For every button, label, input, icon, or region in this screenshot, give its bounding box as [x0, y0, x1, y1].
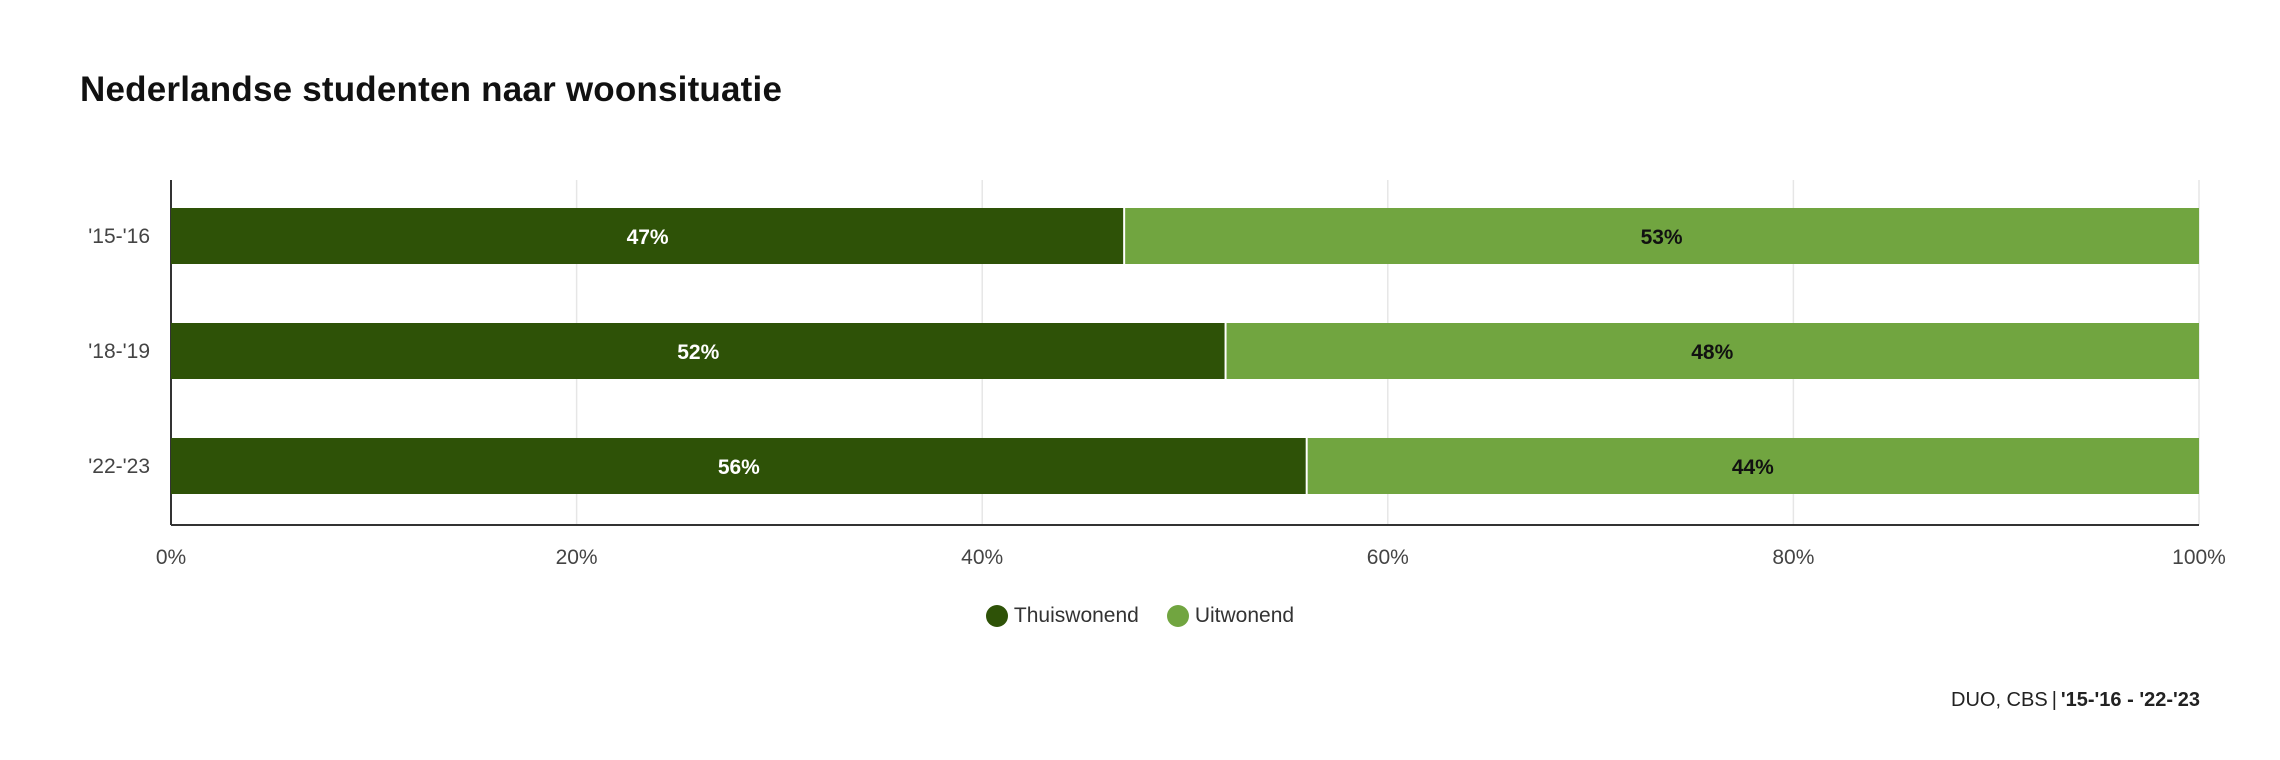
legend-item-uitwonend[interactable]: Uitwonend: [1166, 604, 1295, 628]
source-period: '15-'16 - '22-'23: [2060, 689, 2200, 711]
legend-label-thuiswonend: Thuiswonend: [1013, 604, 1139, 627]
x-tick-label: 60%: [1367, 546, 1409, 569]
data-label-thuiswonend: 47%: [627, 226, 669, 249]
x-tick-label: 40%: [961, 546, 1003, 569]
y-category-label: '22-'23: [88, 455, 150, 478]
y-category-label: '18-'19: [88, 340, 150, 363]
x-tick-label: 0%: [156, 546, 186, 569]
data-label-thuiswonend: 52%: [677, 341, 719, 364]
source-text: DUO, CBS: [1951, 689, 2048, 711]
legend: Thuiswonend Uitwonend: [0, 604, 2280, 628]
source-note: DUO, CBS | '15-'16 - '22-'23: [1951, 689, 2200, 712]
legend-label-uitwonend: Uitwonend: [1194, 604, 1295, 627]
bar-uitwonend-2: [1306, 438, 2199, 494]
bar-uitwonend-1: [1225, 323, 2199, 379]
chart-title: Nederlandse studenten naar woonsituatie: [80, 70, 783, 109]
bar-thuiswonend-2: [171, 438, 1307, 494]
legend-swatch-uitwonend: [1166, 605, 1189, 627]
bar-thuiswonend-0: [171, 208, 1125, 264]
x-tick-label: 80%: [1772, 546, 1814, 569]
legend-item-thuiswonend[interactable]: Thuiswonend: [985, 604, 1139, 628]
data-label-uitwonend: 48%: [1691, 341, 1733, 364]
data-label-uitwonend: 53%: [1641, 226, 1683, 249]
bar-uitwonend-0: [1124, 208, 2199, 264]
data-label-uitwonend: 44%: [1732, 456, 1774, 479]
x-tick-label: 20%: [556, 546, 598, 569]
bar-thuiswonend-1: [171, 323, 1226, 379]
legend-swatch-thuiswonend: [985, 605, 1008, 627]
source-separator: |: [2051, 689, 2057, 711]
y-category-label: '15-'16: [88, 225, 150, 248]
data-label-thuiswonend: 56%: [718, 456, 760, 479]
x-tick-label: 100%: [2172, 546, 2226, 569]
